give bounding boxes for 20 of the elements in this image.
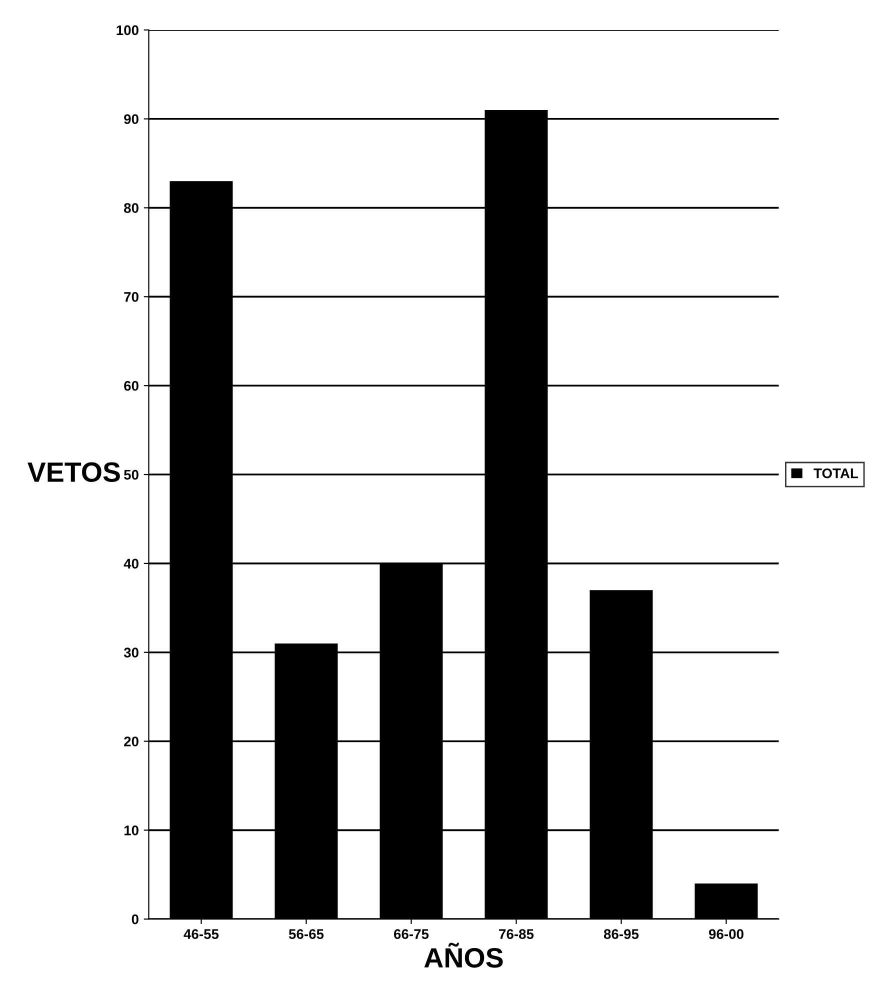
y-tick-label: 80 xyxy=(124,203,138,213)
y-tick-label: 10 xyxy=(124,826,138,836)
x-tick-label: 86-95 xyxy=(604,929,639,940)
x-tick-label: 96-00 xyxy=(708,929,744,940)
y-tick-label: 0 xyxy=(132,914,138,924)
x-axis-title: AÑOS xyxy=(424,942,503,968)
y-tick-label: 100 xyxy=(116,25,138,36)
y-tick-label: 50 xyxy=(124,470,138,480)
y-axis-title: VETOS xyxy=(28,462,120,482)
y-tick-label: 60 xyxy=(124,380,138,391)
y-tick-label: 70 xyxy=(124,292,138,302)
y-tick-label: 20 xyxy=(124,736,138,746)
legend-label: TOTAL xyxy=(814,468,858,478)
y-tick-label: 30 xyxy=(124,648,138,658)
x-tick-label: 66-75 xyxy=(394,929,429,940)
y-tick-label: 40 xyxy=(124,558,138,569)
x-tick-label: 56-65 xyxy=(288,929,324,940)
x-tick-label: 46-55 xyxy=(184,929,219,940)
x-tick-label: 76-85 xyxy=(499,929,534,940)
y-tick-label: 90 xyxy=(124,114,138,124)
